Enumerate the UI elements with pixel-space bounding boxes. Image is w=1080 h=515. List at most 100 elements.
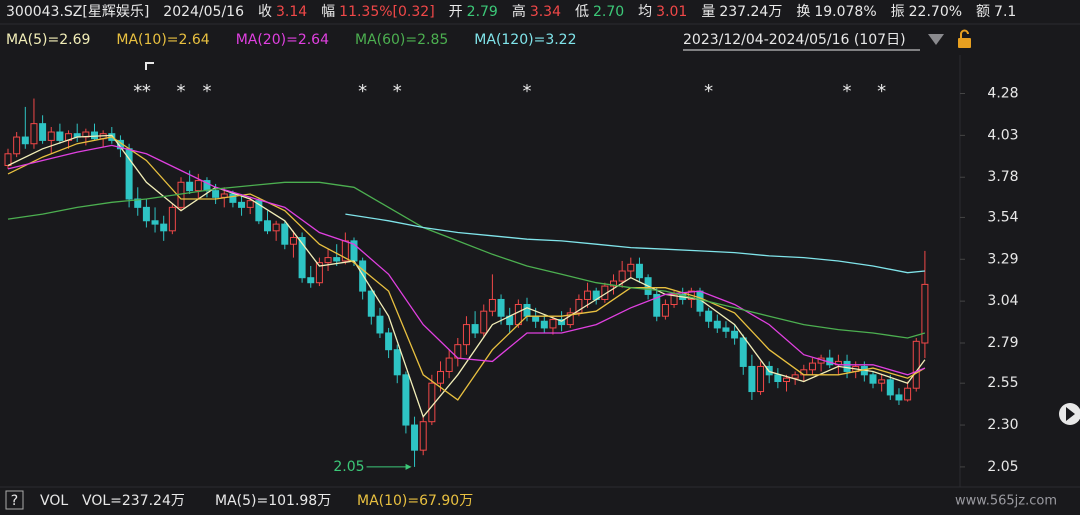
header-value: 19.078%: [814, 4, 876, 20]
candle-body: [878, 379, 886, 384]
candle-body: [281, 223, 289, 245]
marker: *: [177, 81, 186, 102]
header-label: 2024/05/16: [163, 4, 244, 20]
candle-body: [264, 220, 271, 232]
candle-body: [151, 220, 159, 225]
candle-body: [661, 303, 669, 317]
candle-body: [757, 365, 765, 393]
candle-body: [566, 312, 574, 326]
legend-entry: MA(120)=3.22: [474, 32, 576, 48]
candle-body: [488, 298, 496, 312]
candle-body: [142, 206, 150, 222]
candle-body: [186, 181, 194, 192]
help[interactable]: ?: [11, 493, 18, 509]
candle-body: [411, 424, 419, 451]
candle-body: [385, 332, 393, 351]
candle-body: [869, 374, 877, 384]
header-label: 量: [701, 4, 715, 20]
header-label: 振: [891, 4, 905, 20]
candle-body: [653, 293, 661, 317]
candle-body: [91, 131, 98, 140]
candle-body: [47, 131, 55, 141]
date-range[interactable]: 2023/12/04-2024/05/16 (107日): [683, 32, 906, 48]
candle-body: [575, 298, 583, 314]
candle-body: [324, 257, 332, 264]
annotation-label: 2.05: [333, 459, 364, 475]
header-label: 幅: [321, 4, 335, 20]
header-value: 7.1: [994, 4, 1016, 20]
y-tick-label: 2.30: [987, 417, 1018, 433]
candle-body: [307, 277, 315, 284]
candle-body: [56, 131, 64, 141]
candle-body: [731, 330, 739, 339]
header-label: 额: [976, 4, 990, 20]
candle-body: [437, 370, 444, 384]
candle-body: [791, 374, 799, 379]
candle-body: [921, 283, 929, 344]
candle-body: [705, 310, 713, 322]
candle-body: [21, 136, 29, 145]
candle-body: [748, 365, 756, 393]
marker: *: [202, 81, 211, 102]
candle-body: [272, 223, 280, 232]
candle-body: [739, 337, 747, 367]
candle-body: [333, 257, 341, 262]
candle-body: [298, 237, 306, 279]
legend-entry: MA(60)=2.85: [355, 32, 448, 48]
candle-body: [584, 290, 592, 300]
candle-body: [497, 298, 505, 317]
candle-body: [904, 387, 912, 401]
candle-body: [886, 379, 894, 396]
candle-body: [722, 327, 730, 332]
ma-line: [7, 144, 926, 376]
candle-body: [532, 315, 540, 322]
marker: *: [133, 81, 142, 102]
footer-ma10: MA(10)=67.90万: [357, 493, 473, 509]
help-box[interactable]: [5, 490, 24, 510]
corner-mark: [145, 62, 154, 70]
y-tick-label: 3.78: [987, 169, 1018, 185]
candle-body: [635, 263, 643, 279]
candle-body: [315, 262, 323, 284]
candle-body: [471, 324, 479, 334]
header-value: 11.35%[0.32]: [339, 4, 434, 20]
candle-body: [367, 290, 375, 317]
candle-body: [713, 320, 721, 329]
candle-body: [445, 357, 453, 372]
candle-body: [514, 303, 522, 326]
candle-body: [376, 315, 384, 334]
marker: *: [843, 81, 852, 102]
header-label: 高: [512, 3, 526, 20]
candle-body: [549, 319, 557, 329]
marker: *: [877, 81, 886, 102]
candle-body: [4, 153, 12, 167]
candle-body: [229, 193, 237, 203]
dropdown[interactable]: [928, 34, 944, 45]
candle-body: [523, 303, 531, 317]
candle-body: [774, 374, 782, 383]
candle-body: [419, 421, 427, 451]
footer-title: VOL: [40, 493, 68, 509]
candle-body: [194, 180, 202, 192]
candle-body: [480, 310, 488, 334]
y-tick-label: 4.03: [987, 127, 1018, 143]
lock-icon[interactable]: [958, 38, 971, 48]
candle-body: [670, 293, 678, 305]
legend-entry: MA(10)=2.64: [116, 32, 209, 48]
y-tick-label: 2.55: [987, 375, 1018, 391]
candle-body: [30, 123, 38, 145]
candle-body: [610, 280, 617, 287]
footer-vol: VOL=237.24万: [82, 493, 185, 509]
header-value: 2.79: [467, 4, 498, 20]
header-value: 3.01: [656, 4, 687, 20]
candle-body: [255, 200, 263, 222]
ma-line: [345, 213, 925, 274]
marker: *: [523, 81, 532, 102]
ma-line: [7, 181, 926, 339]
candle-body: [618, 270, 626, 282]
header-value: 22.70%: [909, 4, 962, 20]
y-tick-label: 2.05: [987, 459, 1018, 475]
y-tick-label: 4.28: [987, 86, 1018, 102]
footer-ma5: MA(5)=101.98万: [215, 493, 331, 509]
